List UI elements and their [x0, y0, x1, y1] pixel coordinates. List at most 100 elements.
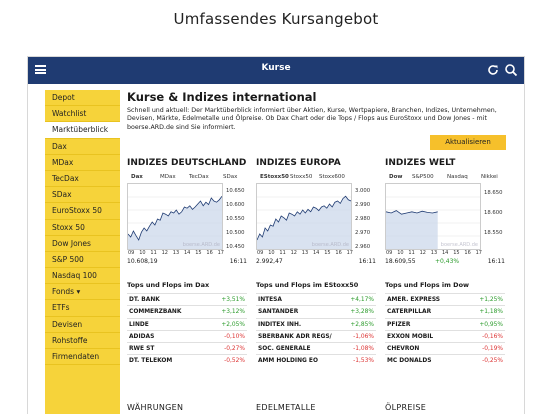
- y-tick-label: 18.600: [484, 210, 503, 216]
- sidebar-item-5[interactable]: TecDax: [45, 171, 120, 188]
- x-tick-label: 09: [257, 250, 264, 256]
- table-row[interactable]: DT. TELEKOM -0,52%: [127, 354, 247, 366]
- sidebar-item-1[interactable]: Watchlist: [45, 106, 120, 123]
- x-tick-label: 17: [217, 250, 224, 256]
- table-row[interactable]: AMM HOLDING EO -1,53%: [256, 354, 376, 366]
- stock-name: AMER. EXPRESS: [387, 297, 441, 303]
- table-row[interactable]: RWE ST -0,27%: [127, 342, 247, 354]
- stock-change: -1,08%: [353, 346, 374, 353]
- table-row[interactable]: INDITEX INH. +2,85%: [256, 317, 376, 330]
- chart-tab[interactable]: Stoxx50: [290, 174, 313, 180]
- chart-tab[interactable]: S&P500: [412, 174, 434, 180]
- chart-plot: boerse.ARD.de: [385, 183, 481, 250]
- x-tick-label: 16: [335, 250, 342, 256]
- table-row[interactable]: ADIDAS -0,10%: [127, 329, 247, 342]
- chart-area: [257, 196, 351, 249]
- refresh-icon[interactable]: [486, 63, 500, 77]
- sidebar-item-14[interactable]: Devisen: [45, 317, 120, 333]
- sidebar-item-10[interactable]: S&P 500: [45, 252, 120, 269]
- table-row[interactable]: AMER. EXPRESS +1,25%: [385, 293, 505, 305]
- tops-flops-list: AMER. EXPRESS +1,25% CATERPILLAR +1,18% PFIZ…: [385, 293, 505, 367]
- sidebar-item-9[interactable]: Dow Jones: [45, 236, 120, 252]
- chart-tab[interactable]: EStoxx50: [260, 174, 289, 180]
- main-content: Kurse & Indizes international Schnell un…: [127, 90, 512, 414]
- section-oelpreise[interactable]: ÖLPREISE: [385, 403, 427, 412]
- table-row[interactable]: SBERBANK ADR REGS/ -1,06%: [256, 329, 376, 342]
- table-row[interactable]: PFIZER +0,95%: [385, 317, 505, 330]
- index-column-0: INDIZES DEUTSCHLAND Dax MDax TecDax SDax boer…: [127, 158, 247, 364]
- x-tick-label: 15: [453, 250, 460, 256]
- tops-flops-heading: Tops und Flops im EStoxx50: [256, 281, 359, 289]
- chart-tab[interactable]: Nikkei: [481, 174, 498, 180]
- x-tick-label: 11: [150, 250, 157, 256]
- sidebar-item-2[interactable]: Marktüberblick: [45, 122, 120, 139]
- sidebar-item-3[interactable]: Dax: [45, 139, 120, 155]
- sidebar-item-13[interactable]: ETFs: [45, 300, 120, 317]
- screenshot-caption: Umfassendes Kursangebot: [173, 10, 379, 28]
- table-row[interactable]: SOC. GENERALE -1,08%: [256, 342, 376, 354]
- chart-svg: [385, 196, 480, 249]
- sidebar-item-0[interactable]: Depot: [45, 90, 120, 107]
- stock-name: DT. BANK: [129, 297, 160, 303]
- index-time: 16:11: [487, 258, 505, 265]
- chart-tab[interactable]: MDax: [160, 174, 176, 180]
- chart-svg: [127, 195, 223, 249]
- x-tick-label: 12: [290, 250, 297, 256]
- table-row[interactable]: EXXON MOBIL -0,16%: [385, 329, 505, 342]
- sidebar-item-11[interactable]: Nasdaq 100: [45, 268, 120, 285]
- y-tick-label: 10.450: [226, 244, 245, 250]
- chart-watermark: boerse.ARD.de: [440, 242, 478, 248]
- stock-name: AMM HOLDING EO: [258, 358, 318, 365]
- index-time: 16:11: [358, 258, 376, 265]
- table-row[interactable]: COMMERZBANK +3,12%: [127, 305, 247, 317]
- sidebar-item-12[interactable]: Fonds ▾: [45, 284, 120, 301]
- x-tick-label: 17: [346, 250, 353, 256]
- menu-icon[interactable]: [35, 65, 46, 74]
- x-tick-label: 13: [301, 250, 309, 256]
- intro-text: Schnell und aktuell: Der Marktüberblick …: [127, 107, 497, 131]
- chart-tab[interactable]: TecDax: [189, 174, 209, 180]
- search-icon[interactable]: [504, 63, 518, 77]
- x-tick-label: 17: [475, 250, 482, 256]
- x-tick-label: 10: [397, 250, 404, 256]
- table-row[interactable]: SANTANDER +3,28%: [256, 305, 376, 317]
- section-edelmetalle[interactable]: EDELMETALLE: [256, 403, 316, 412]
- app-window: Kurse Depot Watchlist Marktüberblick Dax MDa…: [27, 56, 525, 414]
- top-bar: Kurse: [28, 57, 524, 84]
- index-column-1: INDIZES EUROPA EStoxx50 Stoxx50 Stoxx600 boe…: [256, 158, 376, 364]
- stock-change: -0,27%: [224, 346, 245, 353]
- chart-plot: boerse.ARD.de: [256, 183, 352, 250]
- sidebar-item-7[interactable]: EuroStoxx 50: [45, 203, 120, 220]
- sidebar-item-6[interactable]: SDax: [45, 187, 120, 204]
- stock-change: +1,18%: [479, 309, 503, 316]
- y-tick-label: 2.970: [355, 230, 371, 236]
- chart-line: [385, 210, 438, 215]
- table-row[interactable]: LINDE +2,05%: [127, 317, 247, 330]
- sidebar-item-8[interactable]: Stoxx 50: [45, 220, 120, 236]
- chart-tab[interactable]: Dow: [389, 174, 403, 180]
- chart-line: [127, 195, 223, 241]
- stock-change: +1,25%: [479, 297, 503, 303]
- stock-name: CATERPILLAR: [387, 309, 432, 316]
- refresh-button[interactable]: Aktualisieren: [430, 135, 506, 150]
- stock-change: -0,10%: [224, 333, 245, 340]
- x-tick-label: 11: [279, 250, 286, 256]
- section-waehrungen[interactable]: WÄHRUNGEN: [127, 403, 184, 412]
- table-row[interactable]: MC DONALDS -0,25%: [385, 354, 505, 366]
- x-tick-label: 10: [139, 250, 146, 256]
- app-title: Kurse: [261, 63, 291, 73]
- chart-tab[interactable]: Stoxx600: [319, 174, 345, 180]
- table-row[interactable]: DT. BANK +3,51%: [127, 293, 247, 305]
- chart-tab[interactable]: SDax: [223, 174, 238, 180]
- table-row[interactable]: CATERPILLAR +1,18%: [385, 305, 505, 317]
- table-row[interactable]: CHEVRON -0,19%: [385, 342, 505, 354]
- chart-tab[interactable]: Dax: [131, 174, 143, 180]
- chart-tab[interactable]: Nasdaq C.: [447, 174, 468, 189]
- x-tick-label: 15: [195, 250, 202, 256]
- sidebar-item-15[interactable]: Rohstoffe: [45, 333, 120, 349]
- y-tick-label: 2.980: [355, 216, 371, 222]
- sidebar-item-4[interactable]: MDax: [45, 155, 120, 171]
- stock-change: +2,05%: [221, 321, 245, 328]
- table-row[interactable]: INTESA +4,17%: [256, 293, 376, 305]
- sidebar-item-16[interactable]: Firmendaten: [45, 349, 120, 366]
